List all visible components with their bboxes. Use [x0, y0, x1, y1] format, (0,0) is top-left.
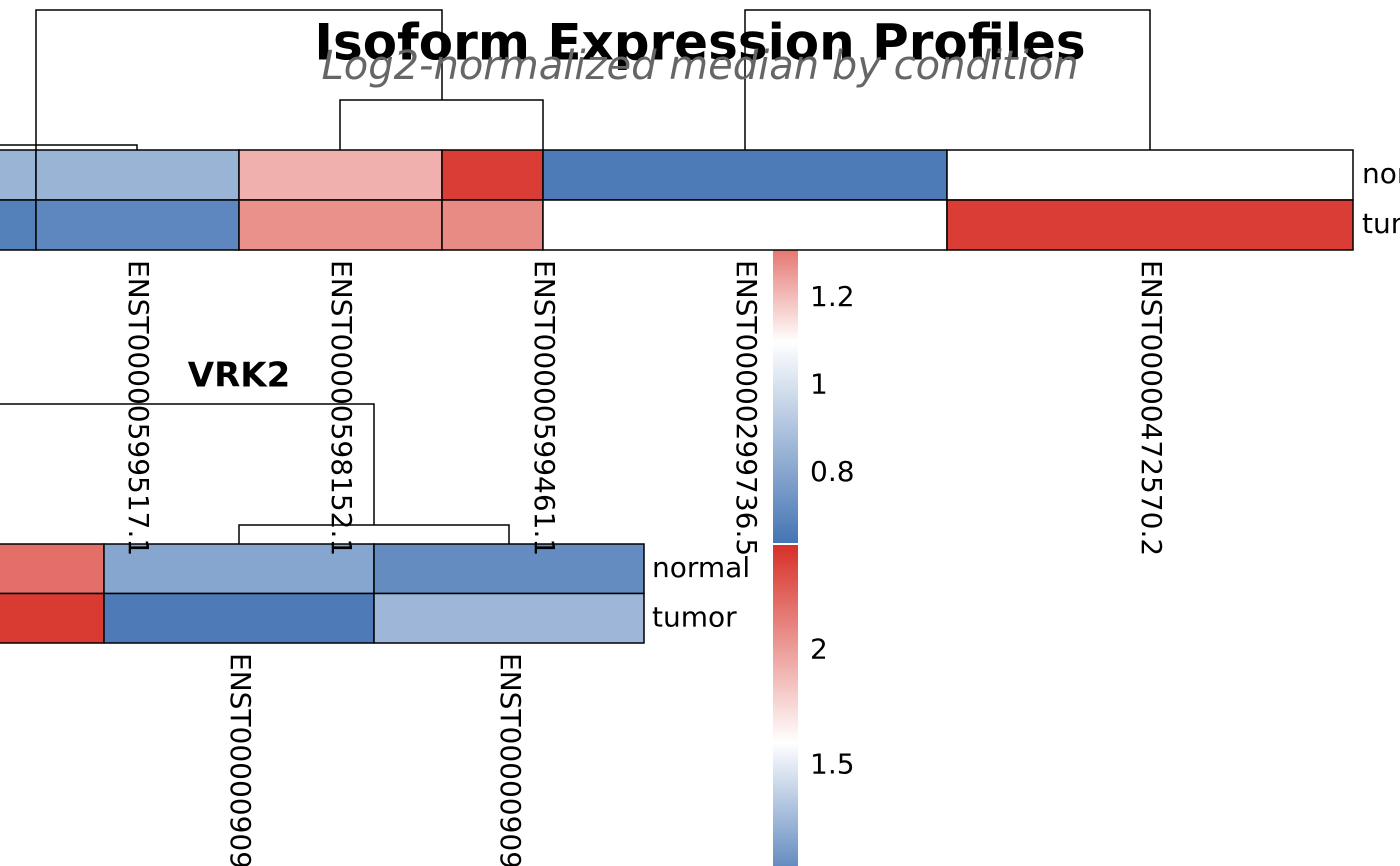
row-label: tumor — [652, 600, 737, 633]
column-label: ENST000009092 — [224, 653, 257, 866]
heatmap-cell — [542, 149, 948, 201]
heatmap-cell — [0, 199, 37, 251]
heatmap-cell — [35, 149, 240, 201]
heatmap-cell — [373, 543, 645, 595]
heatmap-cell — [0, 592, 105, 644]
colorbar-gradient — [773, 545, 798, 866]
colorbar — [773, 202, 798, 543]
colorbar — [773, 545, 798, 866]
colorbar-tick-label: 2 — [810, 633, 828, 666]
heatmap-cell — [0, 149, 37, 201]
colorbar-gradient — [773, 202, 798, 543]
column-label: ENST00000599461.1 — [528, 260, 561, 556]
row-label: normal — [1362, 157, 1400, 190]
heatmap-cell — [946, 199, 1354, 251]
heatmap-cell — [441, 199, 544, 251]
heatmap-cell — [373, 592, 645, 644]
row-label: tumor — [1362, 207, 1400, 240]
column-label: ENST00000599517.1 — [122, 260, 155, 556]
heatmap-title: VRK2 — [188, 356, 291, 396]
heatmap-cell — [542, 199, 948, 251]
column-label: ENST000009092 — [494, 653, 527, 866]
column-label: ENST00000299736.5 — [730, 260, 763, 556]
heatmap-cell — [238, 199, 443, 251]
heatmap-cell — [0, 543, 105, 595]
dendrogram — [0, 9, 1151, 544]
heatmap-cell — [103, 543, 375, 595]
chart-title: Isoform Expression Profiles — [314, 14, 1085, 72]
heatmap-cell — [35, 199, 240, 251]
colorbar-tick-label: 1.2 — [810, 280, 855, 313]
colorbar-tick-label: 1.5 — [810, 748, 855, 781]
heatmap-cell — [441, 149, 544, 201]
colorbar-tick-label: 0.8 — [810, 455, 855, 488]
heatmap-cell — [103, 592, 375, 644]
colorbar-tick-label: 1 — [810, 368, 828, 401]
row-label: normal — [652, 551, 750, 584]
column-label: ENST00000598152.1 — [325, 260, 358, 556]
heatmap-cell — [238, 149, 443, 201]
chart-subtitle: Log2-normalized median by condition — [321, 43, 1078, 89]
heatmap-cell — [946, 149, 1354, 201]
column-label: ENST00000472570.2 — [1135, 260, 1168, 556]
